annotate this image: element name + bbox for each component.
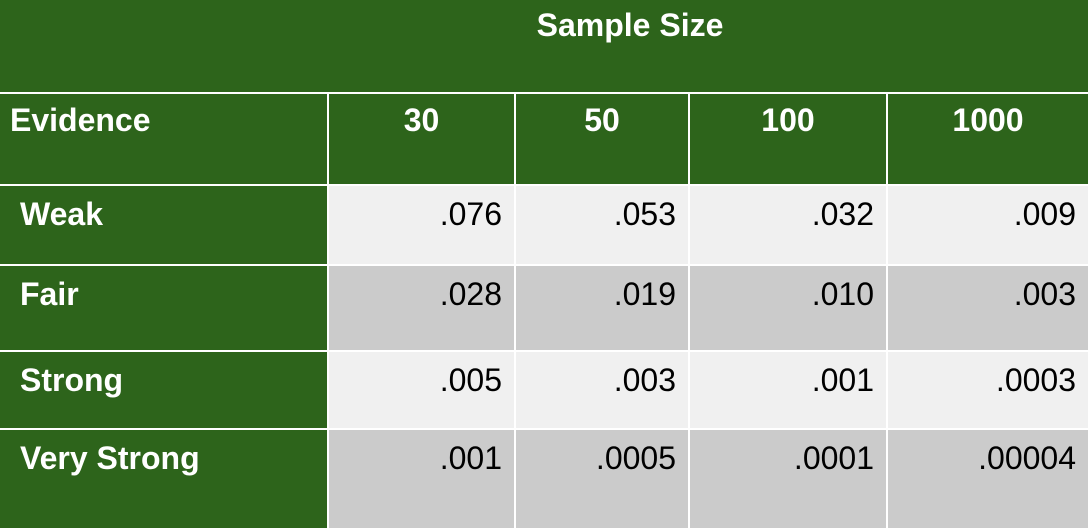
row-header-label: Evidence [0, 94, 327, 184]
table-cell: .053 [516, 186, 688, 264]
row-label-very-strong: Very Strong [0, 430, 327, 528]
table-cell: .028 [329, 266, 514, 350]
table-cell: .019 [516, 266, 688, 350]
table-cell: .010 [690, 266, 886, 350]
table-cell: .005 [329, 352, 514, 428]
table-cell: .009 [888, 186, 1088, 264]
row-label-strong: Strong [0, 352, 327, 428]
column-header-50: 50 [516, 94, 688, 184]
table-cell: .0001 [690, 430, 886, 528]
column-header-30: 30 [329, 94, 514, 184]
table-cell: .001 [690, 352, 886, 428]
table-title: Sample Size [0, 0, 1088, 92]
table-cell: .00004 [888, 430, 1088, 528]
column-header-100: 100 [690, 94, 886, 184]
table-cell: .0003 [888, 352, 1088, 428]
table-cell: .032 [690, 186, 886, 264]
row-label-weak: Weak [0, 186, 327, 264]
table-cell: .003 [888, 266, 1088, 350]
table-cell: .001 [329, 430, 514, 528]
row-label-fair: Fair [0, 266, 327, 350]
table-cell: .003 [516, 352, 688, 428]
column-header-1000: 1000 [888, 94, 1088, 184]
table-cell: .076 [329, 186, 514, 264]
table-cell: .0005 [516, 430, 688, 528]
